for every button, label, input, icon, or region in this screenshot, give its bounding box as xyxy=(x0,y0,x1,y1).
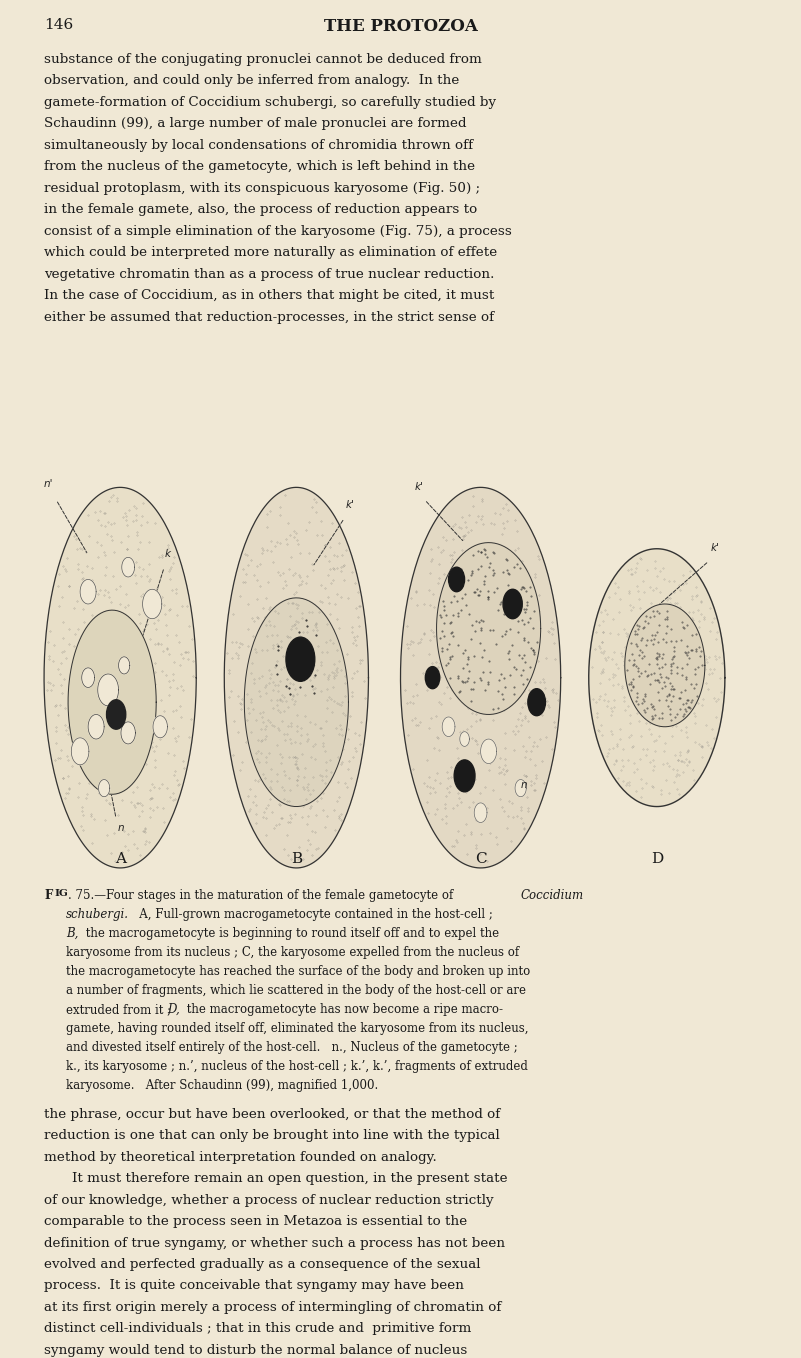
Text: A: A xyxy=(115,851,126,866)
Polygon shape xyxy=(143,589,162,619)
Text: IG: IG xyxy=(54,888,68,898)
Text: substance of the conjugating pronuclei cannot be deduced from: substance of the conjugating pronuclei c… xyxy=(44,53,482,65)
Text: the macrogametocyte has now become a ripe macro-: the macrogametocyte has now become a rip… xyxy=(183,1004,504,1016)
Text: n': n' xyxy=(44,479,54,489)
Text: k': k' xyxy=(710,543,719,553)
Polygon shape xyxy=(71,737,89,765)
Text: of our knowledge, whether a process of nuclear reduction strictly: of our knowledge, whether a process of n… xyxy=(44,1194,493,1206)
Polygon shape xyxy=(244,598,348,807)
Text: Coccidium: Coccidium xyxy=(521,888,584,902)
Text: in the female gamete, also, the process of reduction appears to: in the female gamete, also, the process … xyxy=(44,204,477,216)
Text: residual protoplasm, with its conspicuous karyosome (Fig. 50) ;: residual protoplasm, with its conspicuou… xyxy=(44,182,480,194)
Text: at its first origin merely a process of intermingling of chromatin of: at its first origin merely a process of … xyxy=(44,1301,501,1315)
Polygon shape xyxy=(153,716,167,737)
Polygon shape xyxy=(82,668,95,687)
Text: observation, and could only be inferred from analogy.  In the: observation, and could only be inferred … xyxy=(44,75,460,87)
Polygon shape xyxy=(515,779,526,797)
Text: F: F xyxy=(44,888,52,902)
Text: the phrase, occur but have been overlooked, or that the method of: the phrase, occur but have been overlook… xyxy=(44,1108,501,1120)
Text: karyosome.   After Schaudinn (99), magnified 1,000.: karyosome. After Schaudinn (99), magnifi… xyxy=(66,1080,378,1092)
Text: THE PROTOZOA: THE PROTOZOA xyxy=(324,19,477,35)
Polygon shape xyxy=(98,674,119,706)
Polygon shape xyxy=(88,714,104,739)
Text: which could be interpreted more naturally as elimination of effete: which could be interpreted more naturall… xyxy=(44,246,497,259)
Circle shape xyxy=(107,699,126,729)
Polygon shape xyxy=(400,488,561,868)
Text: A, Full-grown macrogametocyte contained in the host-cell ;: A, Full-grown macrogametocyte contained … xyxy=(128,909,493,921)
Text: 146: 146 xyxy=(44,19,74,33)
Text: either be assumed that reduction-processes, in the strict sense of: either be assumed that reduction-process… xyxy=(44,311,494,323)
Polygon shape xyxy=(625,604,705,727)
Text: process.  It is quite conceivable that syngamy may have been: process. It is quite conceivable that sy… xyxy=(44,1279,464,1293)
Text: C: C xyxy=(475,851,486,866)
Text: schubergi.: schubergi. xyxy=(66,909,129,921)
Circle shape xyxy=(286,637,315,682)
Text: from the nucleus of the gametocyte, which is left behind in the: from the nucleus of the gametocyte, whic… xyxy=(44,160,475,174)
Text: vegetative chromatin than as a process of true nuclear reduction.: vegetative chromatin than as a process o… xyxy=(44,268,494,281)
Polygon shape xyxy=(442,717,455,736)
Polygon shape xyxy=(437,543,541,714)
Text: distinct cell-individuals ; that in this crude and  primitive form: distinct cell-individuals ; that in this… xyxy=(44,1323,472,1335)
Text: D: D xyxy=(650,851,663,866)
Polygon shape xyxy=(119,657,130,674)
Text: and divested itself entirely of the host-cell.   n., Nucleus of the gametocyte ;: and divested itself entirely of the host… xyxy=(66,1042,517,1054)
Polygon shape xyxy=(122,557,135,577)
Polygon shape xyxy=(224,488,368,868)
Text: gamete-formation of Coccidium schubergi, so carefully studied by: gamete-formation of Coccidium schubergi,… xyxy=(44,96,496,109)
Text: a number of fragments, which lie scattered in the body of the host-cell or are: a number of fragments, which lie scatter… xyxy=(66,985,525,997)
Text: k': k' xyxy=(346,500,355,511)
Circle shape xyxy=(425,667,440,689)
Text: In the case of Coccidium, as in others that might be cited, it must: In the case of Coccidium, as in others t… xyxy=(44,289,494,301)
Text: consist of a simple elimination of the karyosome (Fig. 75), a process: consist of a simple elimination of the k… xyxy=(44,224,512,238)
Polygon shape xyxy=(44,488,196,868)
Polygon shape xyxy=(589,549,725,807)
Text: n: n xyxy=(521,779,527,790)
Text: B,: B, xyxy=(66,928,78,940)
Polygon shape xyxy=(121,722,135,744)
Circle shape xyxy=(449,568,465,592)
Text: simultaneously by local condensations of chromidia thrown off: simultaneously by local condensations of… xyxy=(44,139,473,152)
Polygon shape xyxy=(99,779,110,797)
Text: comparable to the process seen in Metazoa is essential to the: comparable to the process seen in Metazo… xyxy=(44,1215,467,1228)
Text: It must therefore remain an open question, in the present state: It must therefore remain an open questio… xyxy=(72,1172,508,1186)
Text: B: B xyxy=(291,851,302,866)
Text: D,: D, xyxy=(167,1004,180,1016)
Text: method by theoretical interpretation founded on analogy.: method by theoretical interpretation fou… xyxy=(44,1150,437,1164)
Circle shape xyxy=(454,760,475,792)
Polygon shape xyxy=(68,610,156,794)
Text: the macrogametocyte has reached the surface of the body and broken up into: the macrogametocyte has reached the surf… xyxy=(66,966,530,978)
Text: reduction is one that can only be brought into line with the typical: reduction is one that can only be brough… xyxy=(44,1128,500,1142)
Text: the macrogametocyte is beginning to round itself off and to expel the: the macrogametocyte is beginning to roun… xyxy=(82,928,499,940)
Text: k., its karyosome ; n.’, nucleus of the host-cell ; k.’, k.’, fragments of extru: k., its karyosome ; n.’, nucleus of the … xyxy=(66,1061,528,1073)
Text: syngamy would tend to disturb the normal balance of nucleus: syngamy would tend to disturb the normal… xyxy=(44,1344,468,1357)
Circle shape xyxy=(503,589,522,619)
Text: gamete, having rounded itself off, eliminated the karyosome from its nucleus,: gamete, having rounded itself off, elimi… xyxy=(66,1023,528,1035)
Text: . 75.—Four stages in the maturation of the female gametocyte of: . 75.—Four stages in the maturation of t… xyxy=(68,888,457,902)
Text: definition of true syngamy, or whether such a process has not been: definition of true syngamy, or whether s… xyxy=(44,1237,505,1249)
Text: k: k xyxy=(164,550,170,559)
Text: n: n xyxy=(118,823,124,832)
Polygon shape xyxy=(460,732,469,747)
Circle shape xyxy=(528,689,545,716)
Polygon shape xyxy=(80,580,96,604)
Text: Schaudinn (99), a large number of male pronuclei are formed: Schaudinn (99), a large number of male p… xyxy=(44,117,466,130)
Polygon shape xyxy=(481,739,497,763)
Text: k': k' xyxy=(415,482,424,492)
Polygon shape xyxy=(474,803,487,823)
Text: evolved and perfected gradually as a consequence of the sexual: evolved and perfected gradually as a con… xyxy=(44,1258,481,1271)
Text: karyosome from its nucleus ; C, the karyosome expelled from the nucleus of: karyosome from its nucleus ; C, the kary… xyxy=(66,947,519,959)
Text: extruded from it ;: extruded from it ; xyxy=(66,1004,175,1016)
